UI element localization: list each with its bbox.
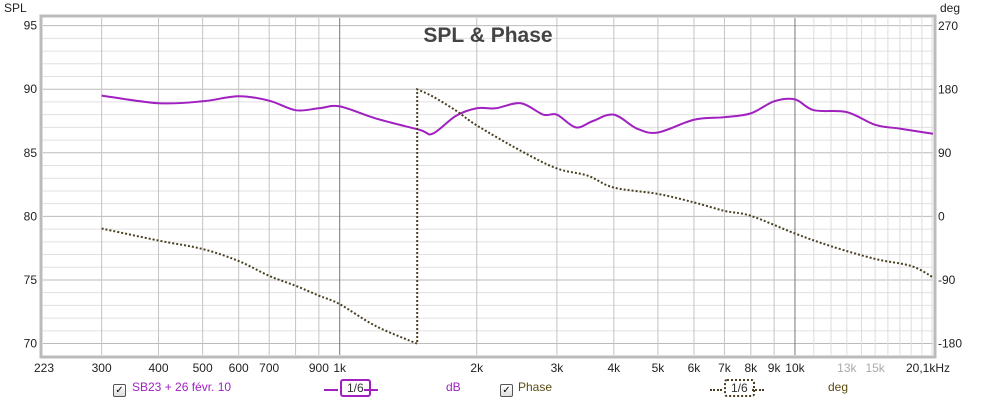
y-tick-label: 95 xyxy=(24,19,38,33)
x-tick-label: 3k xyxy=(551,361,565,375)
x-tick-label: 10k xyxy=(785,361,805,375)
spl-unit: dB xyxy=(446,380,461,394)
phase-line-sample xyxy=(710,389,722,391)
phase-curve xyxy=(101,87,934,346)
x-tick-label: 20,1kHz xyxy=(906,361,950,375)
y-axis-label: SPL xyxy=(4,1,27,15)
y-right-tick-label: -180 xyxy=(938,337,962,351)
spl-smoothing-button[interactable]: 1/6 xyxy=(340,379,371,397)
phase-checkbox[interactable]: ✓ xyxy=(500,384,513,397)
y-right-tick-label: 90 xyxy=(938,146,952,160)
spl-line-sample xyxy=(324,389,338,391)
x-tick-label: 223 xyxy=(34,361,54,375)
spl-line-sample xyxy=(364,389,378,391)
spl-legend-label: SB23 + 26 févr. 10 xyxy=(132,380,232,394)
x-tick-label: 700 xyxy=(259,361,279,375)
x-tick-label: 9k xyxy=(768,361,782,375)
y-tick-label: 85 xyxy=(24,146,38,160)
x-tick-label: 6k xyxy=(688,361,702,375)
y-tick-label: 90 xyxy=(24,82,38,96)
x-tick-label: 2k xyxy=(470,361,484,375)
x-tick-label: 500 xyxy=(193,361,213,375)
x-tick-label: 300 xyxy=(92,361,112,375)
chart-title: SPL & Phase xyxy=(423,24,552,47)
y-right-tick-label: -90 xyxy=(938,273,956,287)
y-right-tick-label: 180 xyxy=(938,82,958,96)
x-tick-label: 15k xyxy=(865,361,885,375)
x-tick-label: 13k xyxy=(837,361,857,375)
x-tick-label: 900 xyxy=(309,361,329,375)
y-tick-label: 80 xyxy=(24,209,38,223)
x-tick-label: 5k xyxy=(652,361,666,375)
x-tick-label: 400 xyxy=(149,361,169,375)
phase-unit: deg xyxy=(828,380,849,394)
y-tick-label: 75 xyxy=(24,273,38,287)
plot-frame xyxy=(39,14,937,359)
spl-checkbox[interactable]: ✓ xyxy=(113,384,126,397)
y-right-tick-label: 270 xyxy=(938,19,958,33)
y-tick-label: 70 xyxy=(24,337,38,351)
phase-line-sample xyxy=(752,389,764,391)
x-tick-label: 1k xyxy=(333,361,347,375)
phase-legend-label: Phase xyxy=(518,380,553,394)
x-tick-label: 4k xyxy=(607,361,621,375)
x-tick-label: 8k xyxy=(745,361,759,375)
y-right-axis-label: deg xyxy=(940,1,960,15)
phase-smoothing-button[interactable]: 1/6 xyxy=(724,379,755,397)
spl-curve xyxy=(101,94,934,136)
x-tick-label: 600 xyxy=(229,361,249,375)
x-tick-label: 7k xyxy=(718,361,732,375)
y-right-tick-label: 0 xyxy=(938,210,945,224)
